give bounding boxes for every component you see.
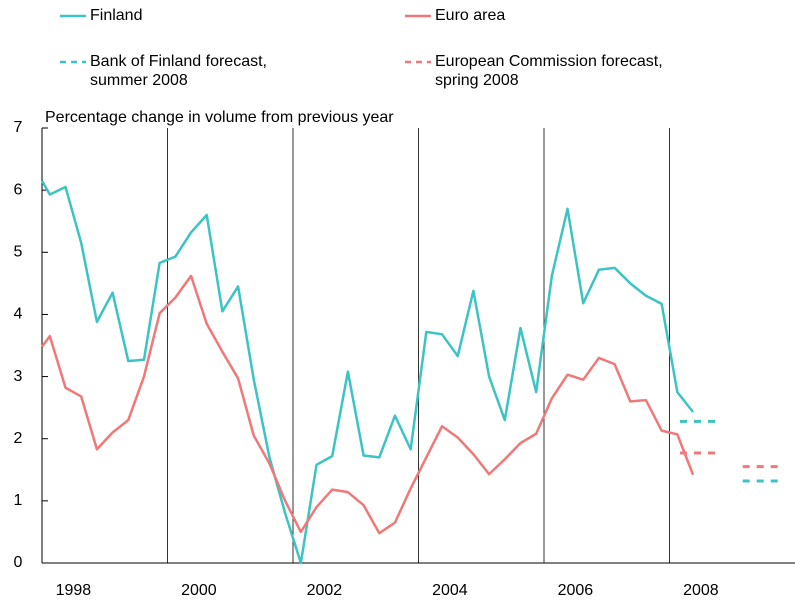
x-tick-label: 2008 (683, 582, 719, 599)
y-tick-label: 3 (14, 368, 23, 385)
y-tick-label: 0 (14, 554, 23, 571)
series-line (40, 274, 695, 535)
x-tick-label: 2002 (307, 582, 343, 599)
x-tick-label: 2000 (181, 582, 217, 599)
series-line (40, 180, 695, 565)
y-tick-label: 2 (14, 430, 23, 447)
y-tick-label: 4 (14, 306, 23, 323)
x-tick-label: 1998 (56, 582, 92, 599)
y-axis-label: Percentage change in volume from previou… (45, 109, 394, 126)
x-tick-label: 2006 (558, 582, 594, 599)
legend-label: Euro area (435, 7, 506, 24)
legend-label: European Commission forecast, spring 200… (435, 53, 663, 89)
x-tick-label: 2004 (432, 582, 468, 599)
legend-label: Finland (90, 7, 143, 24)
y-tick-label: 5 (14, 244, 23, 261)
y-tick-label: 7 (14, 119, 23, 136)
y-tick-label: 1 (14, 492, 23, 509)
legend-label: Bank of Finland forecast, summer 2008 (90, 53, 267, 89)
y-tick-label: 6 (14, 181, 23, 198)
